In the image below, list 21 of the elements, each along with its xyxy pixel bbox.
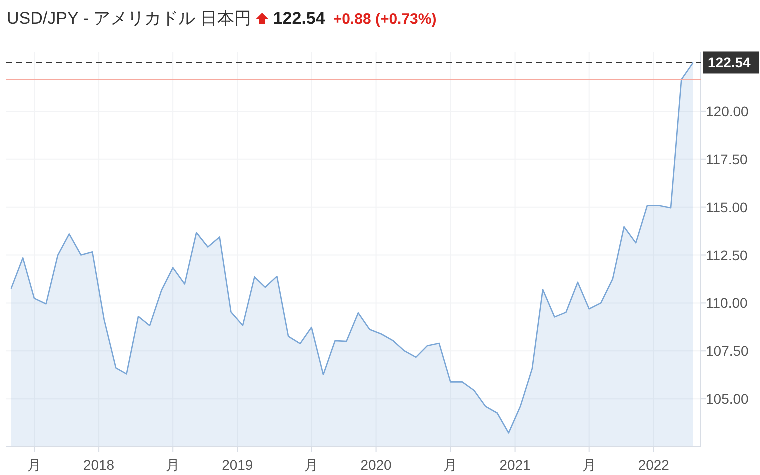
x-tick-label: 2018 bbox=[83, 457, 115, 473]
y-tick-label: 117.50 bbox=[706, 151, 748, 168]
y-tick-label: 112.50 bbox=[706, 247, 748, 264]
y-tick-label: 110.00 bbox=[706, 295, 748, 312]
y-tick-label: 115.00 bbox=[706, 199, 748, 216]
x-tick-label: 月 bbox=[582, 457, 596, 473]
ref-line-label: 122.54 bbox=[708, 54, 752, 71]
text: +0.88 (+0.73%) bbox=[333, 11, 437, 28]
x-tick-label: 月 bbox=[166, 457, 180, 473]
y-tick-label: 120.00 bbox=[706, 103, 750, 120]
x-tick-label: 2019 bbox=[222, 457, 254, 473]
x-tick-label: 月 bbox=[444, 457, 458, 473]
x-tick-label: 2021 bbox=[500, 457, 532, 473]
y-tick-label: 107.50 bbox=[706, 343, 750, 360]
x-tick-label: 月 bbox=[27, 457, 42, 473]
x-tick-label: 2020 bbox=[360, 457, 392, 473]
x-tick-label: 月 bbox=[304, 457, 319, 473]
x-tick-label: 2022 bbox=[638, 457, 670, 473]
chart-title: USD/JPY - アメリカドル 日本円 bbox=[7, 9, 252, 28]
chart-subtitle: 122.54 bbox=[273, 9, 326, 28]
y-tick-label: 105.00 bbox=[706, 391, 750, 408]
